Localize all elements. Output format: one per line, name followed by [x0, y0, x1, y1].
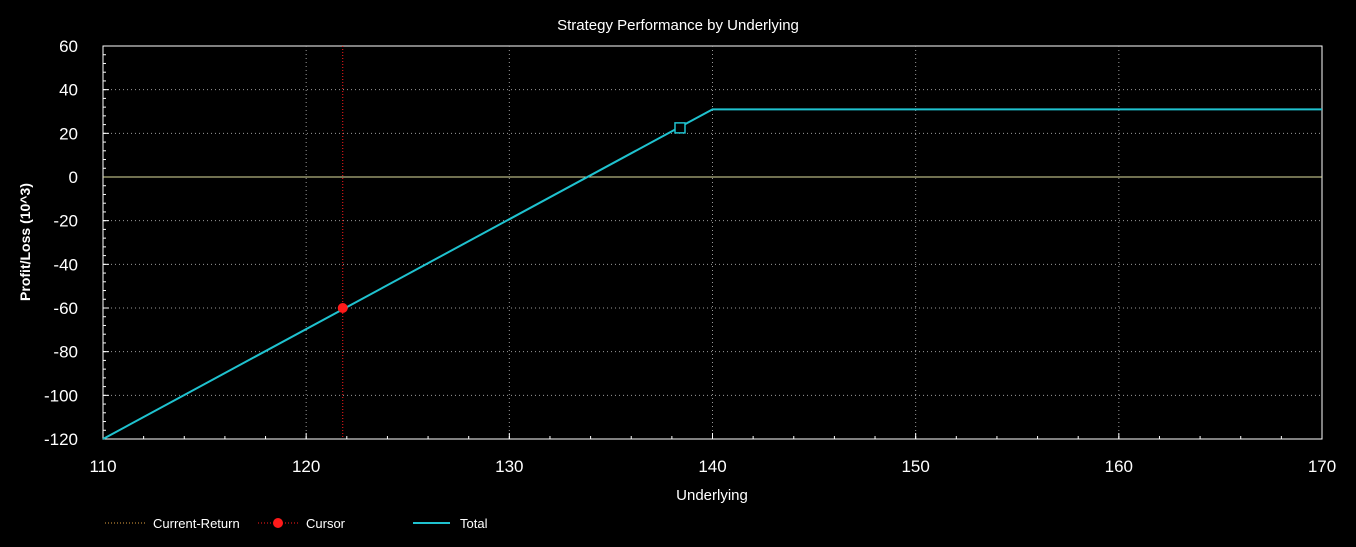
y-tick-label: -20 [53, 212, 78, 231]
legend-current-return-label: Current-Return [153, 516, 240, 531]
y-tick-label: -40 [53, 255, 78, 274]
y-tick-label: -80 [53, 343, 78, 362]
x-tick-label: 120 [292, 457, 320, 476]
chart-title: Strategy Performance by Underlying [557, 17, 799, 34]
y-tick-label: -120 [44, 430, 78, 449]
y-tick-label: 40 [59, 81, 78, 100]
y-axis-title: Profit/Loss (10^3) [17, 183, 33, 301]
y-tick-label: -100 [44, 386, 78, 405]
x-tick-label: 130 [495, 457, 523, 476]
x-tick-label: 150 [901, 457, 929, 476]
series-marker-square [674, 122, 686, 134]
x-tick-label: 110 [89, 457, 116, 476]
y-tick-label: 60 [59, 37, 78, 56]
y-tick-label: -60 [53, 299, 78, 318]
series-total-line [102, 108, 1322, 440]
legend-cursor-label: Cursor [306, 516, 346, 531]
x-tick-label: 140 [698, 457, 726, 476]
axis-ticks: 110 120 130 140 150 160 170 60 40 20 0 -20 -40 -60 -80… [44, 37, 1336, 476]
series-layer [102, 46, 1322, 440]
grid [103, 46, 1322, 439]
legend-total-label: Total [460, 516, 488, 531]
x-axis-title: Underlying [676, 487, 748, 504]
x-tick-label: 160 [1105, 457, 1133, 476]
x-tick-label: 170 [1308, 457, 1336, 476]
cursor-point[interactable] [337, 303, 348, 313]
legend-cursor-swatch-dot [273, 518, 283, 528]
legend: Current-Return Cursor Total [105, 516, 488, 531]
y-tick-label: 20 [59, 124, 78, 143]
y-tick-label: 0 [69, 168, 78, 187]
